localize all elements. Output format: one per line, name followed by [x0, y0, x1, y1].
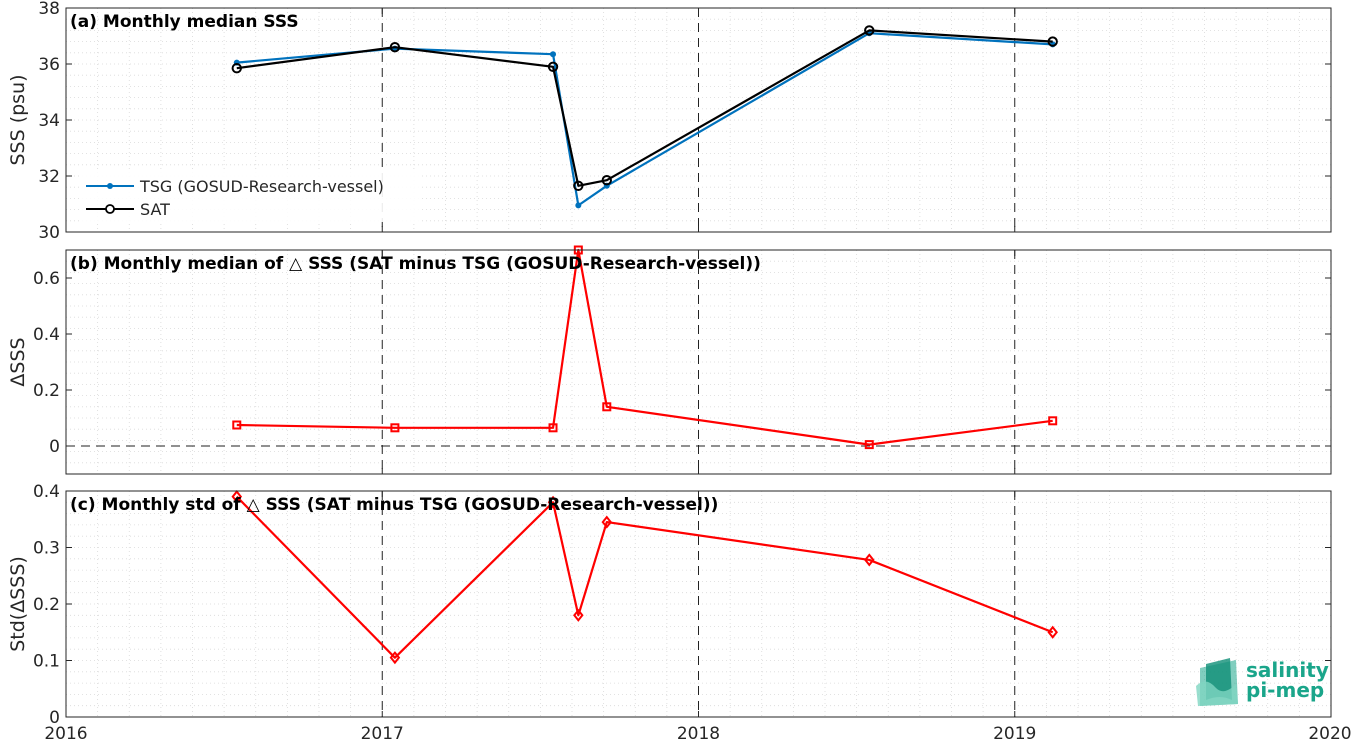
data-point — [1047, 625, 1058, 639]
data-point — [547, 495, 559, 509]
panel-c-ylabel: Std(ΔSSS) — [7, 556, 29, 652]
panel-a-title: (a) Monthly median SSS — [70, 12, 299, 32]
y-tick-label: 0.2 — [33, 381, 60, 401]
y-tick-label: 0.1 — [33, 652, 60, 672]
y-tick-label: 32 — [38, 167, 60, 187]
legend-tsg-marker — [107, 183, 113, 189]
y-tick-label: 0.4 — [33, 325, 60, 345]
panel-c-year-lines — [381, 491, 1016, 717]
y-tick-label: 0.4 — [33, 482, 60, 502]
data-point — [550, 51, 557, 58]
panel-b-title: (b) Monthly median of △ SSS (SAT minus T… — [70, 254, 761, 274]
panel-b: 0 0.2 0.4 0.6 (b) Monthly median of △ SSS (… — [7, 245, 1332, 475]
x-axis-ticks: 2016 2017 2018 2019 2020 — [44, 8, 1352, 744]
panel-a-ylabel: SSS (psu) — [7, 74, 29, 165]
data-point — [601, 515, 613, 529]
panel-b-ylabel: ΔSSS — [7, 337, 29, 386]
y-tick-label: 36 — [38, 55, 60, 75]
x-tick-label: 2017 — [361, 724, 404, 744]
data-point — [389, 651, 401, 665]
panel-c-series — [231, 490, 1058, 665]
logo-wave-icon — [1196, 658, 1238, 706]
panel-b-year-lines — [381, 250, 1016, 474]
legend-box — [80, 172, 420, 222]
data-point — [573, 180, 584, 192]
panel-a-series — [231, 25, 1058, 209]
panel-c-title: (c) Monthly std of △ SSS (SAT minus TSG … — [70, 495, 718, 515]
y-tick-label: 38 — [38, 0, 60, 19]
data-point — [864, 25, 875, 36]
legend-tsg-label: TSG (GOSUD-Research-vessel) — [139, 177, 384, 196]
x-tick-label: 2016 — [44, 724, 87, 744]
data-point — [602, 402, 612, 412]
data-point — [232, 420, 242, 430]
panel-a-y-ticks: 30 32 34 36 38 — [38, 0, 1331, 243]
panel-b-y-ticks: 0 0.2 0.4 0.6 — [33, 269, 1331, 457]
x-tick-label: 2019 — [993, 724, 1036, 744]
panel-b-series — [232, 245, 1058, 450]
logo-line2: pi-mep — [1246, 678, 1324, 702]
salinity-pimep-logo: salinity pi-mep — [1196, 658, 1329, 706]
y-tick-label: 30 — [38, 223, 60, 243]
data-point — [601, 175, 612, 186]
legend: TSG (GOSUD-Research-vessel) SAT — [80, 172, 420, 222]
logo-line1: salinity — [1246, 658, 1329, 682]
data-point — [390, 423, 400, 433]
data-point — [864, 440, 874, 450]
x-tick-label: 2020 — [1308, 724, 1351, 744]
data-point — [548, 423, 558, 433]
data-point — [863, 553, 875, 567]
data-point — [231, 490, 243, 504]
data-point — [573, 608, 584, 622]
x-tick-label: 2018 — [677, 724, 720, 744]
data-point — [1048, 416, 1058, 426]
data-point — [389, 42, 401, 53]
data-point — [547, 61, 559, 73]
data-point — [1047, 36, 1058, 47]
legend-sat-marker — [105, 204, 115, 214]
panel-c: 0 0.1 0.2 0.3 0.4 (c) Monthly std of △ SSS (… — [7, 482, 1332, 728]
y-tick-label: 0.2 — [33, 595, 60, 615]
panel-c-y-ticks: 0 0.1 0.2 0.3 0.4 — [33, 482, 1331, 728]
y-tick-label: 34 — [38, 111, 60, 131]
series-line — [236, 29, 1053, 187]
panel-a: 30 32 34 36 38 (a) Monthly median SSS SSS (p… — [7, 0, 1332, 243]
y-tick-label: 0 — [49, 708, 60, 728]
data-point — [575, 202, 582, 209]
y-tick-label: 0.3 — [33, 539, 60, 559]
y-tick-label: 0.6 — [33, 269, 60, 289]
y-tick-label: 0 — [49, 437, 60, 457]
series-line — [236, 248, 1053, 446]
data-point — [231, 62, 242, 74]
legend-sat-label: SAT — [140, 200, 170, 219]
series-line — [235, 495, 1054, 659]
